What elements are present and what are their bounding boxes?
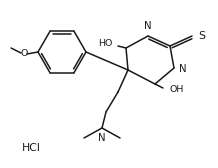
- Text: N: N: [144, 21, 152, 31]
- Text: N: N: [98, 133, 106, 143]
- Text: HCl: HCl: [22, 143, 41, 153]
- Text: OH: OH: [169, 86, 183, 94]
- Text: S: S: [198, 31, 205, 41]
- Text: HO: HO: [98, 39, 112, 49]
- Text: O: O: [20, 50, 28, 58]
- Text: N: N: [179, 64, 187, 74]
